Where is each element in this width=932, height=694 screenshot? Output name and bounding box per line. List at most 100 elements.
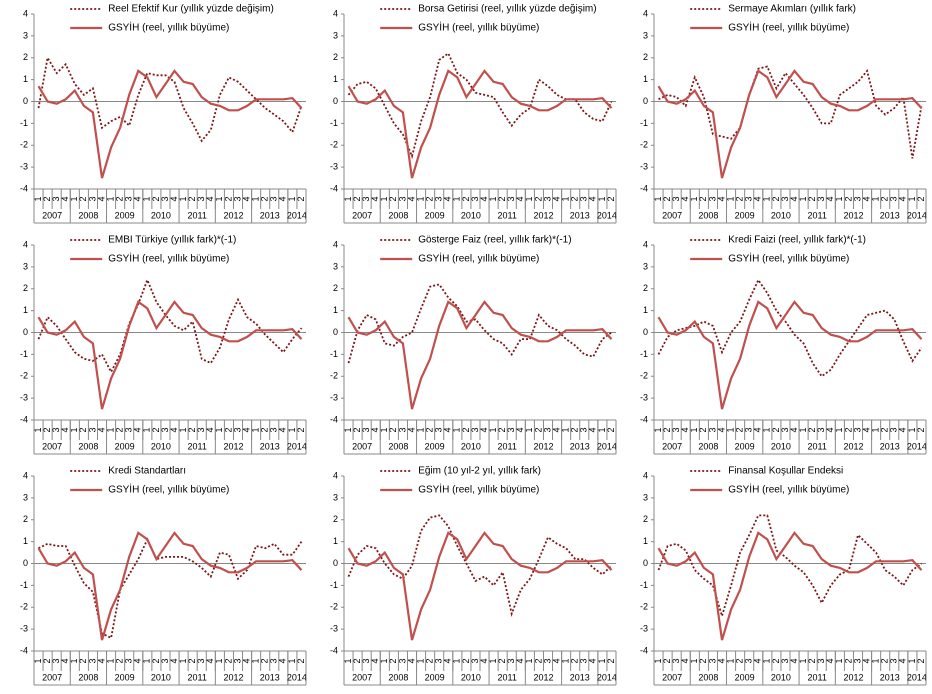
y-tick-label: 2 bbox=[643, 283, 648, 293]
x-tick-label: 2 bbox=[42, 427, 52, 432]
x-tick-label: 4 bbox=[753, 427, 763, 432]
x-tick-label: 3 bbox=[269, 658, 279, 663]
x-tick-label: 1 bbox=[251, 658, 261, 663]
x-tick-label: 1 bbox=[488, 427, 498, 432]
x-tick-label: 1 bbox=[251, 196, 261, 201]
x-tick-label: 3 bbox=[160, 658, 170, 663]
x-tick-label: 2 bbox=[42, 196, 52, 201]
x-tick-label: 1 bbox=[798, 658, 808, 663]
x-tick-label: 2 bbox=[771, 658, 781, 663]
x-tick-label: 4 bbox=[133, 658, 143, 663]
x-tick-label: 2 bbox=[223, 427, 233, 432]
x-group-label: 2013 bbox=[880, 210, 900, 220]
x-tick-label: 1 bbox=[142, 196, 152, 201]
x-tick-label: 2 bbox=[606, 658, 616, 663]
x-tick-label: 2 bbox=[735, 196, 745, 201]
y-tick-label: 4 bbox=[333, 8, 338, 18]
series-line bbox=[37, 300, 303, 410]
y-tick-label: 2 bbox=[23, 514, 28, 524]
x-tick-label: 2 bbox=[42, 658, 52, 663]
x-tick-label: 4 bbox=[443, 196, 453, 201]
x-tick-label: 2 bbox=[461, 658, 471, 663]
series-line bbox=[658, 65, 923, 159]
x-tick-label: 4 bbox=[515, 196, 525, 201]
x-tick-label: 4 bbox=[898, 427, 908, 432]
x-tick-label: 3 bbox=[470, 427, 480, 432]
x-group-label: 2009 bbox=[735, 672, 755, 682]
x-tick-label: 4 bbox=[205, 658, 215, 663]
x-tick-label: 3 bbox=[196, 196, 206, 201]
x-tick-label: 3 bbox=[780, 658, 790, 663]
x-tick-label: 3 bbox=[232, 427, 242, 432]
y-tick-label: 2 bbox=[643, 514, 648, 524]
x-tick-label: 4 bbox=[443, 658, 453, 663]
x-tick-label: 3 bbox=[816, 427, 826, 432]
x-tick-label: 2 bbox=[461, 196, 471, 201]
y-tick-label: 2 bbox=[23, 283, 28, 293]
y-tick-label: 4 bbox=[333, 470, 338, 480]
y-tick-label: -4 bbox=[640, 183, 648, 193]
y-tick-label: -2 bbox=[640, 602, 648, 612]
x-tick-label: 3 bbox=[196, 427, 206, 432]
legend-label: Kredi Faizi (reel, yıllık fark)*(-1) bbox=[728, 235, 866, 246]
x-tick-label: 4 bbox=[133, 196, 143, 201]
legend-label: Eğim (10 yıl-2 yıl, yıllık fark) bbox=[418, 466, 541, 477]
y-tick-label: 0 bbox=[23, 96, 28, 106]
x-tick-label: 2 bbox=[807, 427, 817, 432]
x-tick-label: 4 bbox=[60, 196, 70, 201]
x-group-label: 2009 bbox=[115, 441, 135, 451]
y-tick-label: -3 bbox=[640, 162, 648, 172]
x-tick-label: 2 bbox=[78, 427, 88, 432]
x-tick-label: 2 bbox=[880, 196, 890, 201]
y-tick-label: 0 bbox=[643, 327, 648, 337]
x-tick-label: 4 bbox=[169, 658, 179, 663]
legend-label: EMBI Türkiye (yıllık fark)*(-1) bbox=[108, 235, 236, 246]
y-tick-label: -4 bbox=[330, 645, 338, 655]
series-line bbox=[347, 531, 613, 641]
y-tick-label: -3 bbox=[330, 162, 338, 172]
x-tick-label: 4 bbox=[205, 196, 215, 201]
x-tick-label: 4 bbox=[898, 196, 908, 201]
series-line bbox=[37, 69, 303, 179]
x-tick-label: 3 bbox=[889, 658, 899, 663]
x-tick-label: 4 bbox=[278, 196, 288, 201]
y-tick-label: -1 bbox=[640, 349, 648, 359]
x-tick-label: 1 bbox=[653, 427, 663, 432]
x-tick-label: 1 bbox=[452, 196, 462, 201]
x-tick-label: 2 bbox=[260, 427, 270, 432]
y-tick-label: 3 bbox=[333, 261, 338, 271]
x-group-label: 2012 bbox=[843, 210, 863, 220]
x-tick-label: 4 bbox=[241, 658, 251, 663]
y-tick-label: 1 bbox=[643, 74, 648, 84]
y-tick-label: -3 bbox=[20, 393, 28, 403]
x-tick-label: 4 bbox=[205, 427, 215, 432]
x-tick-label: 2 bbox=[698, 196, 708, 201]
x-group-label: 2007 bbox=[42, 210, 62, 220]
x-group-label: 2012 bbox=[223, 441, 243, 451]
x-tick-label: 4 bbox=[789, 196, 799, 201]
series-line bbox=[347, 69, 613, 179]
x-tick-label: 2 bbox=[352, 196, 362, 201]
x-tick-label: 2 bbox=[115, 427, 125, 432]
legend-label: GSYİH (reel, yıllık büyüme) bbox=[728, 252, 849, 265]
x-tick-label: 2 bbox=[698, 427, 708, 432]
x-tick-label: 4 bbox=[680, 658, 690, 663]
y-tick-label: -1 bbox=[330, 349, 338, 359]
x-tick-label: 3 bbox=[269, 196, 279, 201]
x-tick-label: 1 bbox=[69, 658, 79, 663]
x-tick-label: 4 bbox=[588, 658, 598, 663]
x-tick-label: 2 bbox=[570, 427, 580, 432]
y-tick-label: -2 bbox=[330, 140, 338, 150]
x-tick-label: 1 bbox=[725, 196, 735, 201]
x-tick-label: 3 bbox=[780, 427, 790, 432]
x-tick-label: 1 bbox=[251, 427, 261, 432]
x-tick-label: 4 bbox=[479, 427, 489, 432]
x-tick-label: 1 bbox=[597, 427, 607, 432]
x-tick-label: 4 bbox=[551, 658, 561, 663]
x-tick-label: 3 bbox=[579, 427, 589, 432]
y-tick-label: -1 bbox=[20, 349, 28, 359]
x-tick-label: 2 bbox=[807, 196, 817, 201]
x-tick-label: 2 bbox=[352, 658, 362, 663]
y-tick-label: -1 bbox=[20, 118, 28, 128]
